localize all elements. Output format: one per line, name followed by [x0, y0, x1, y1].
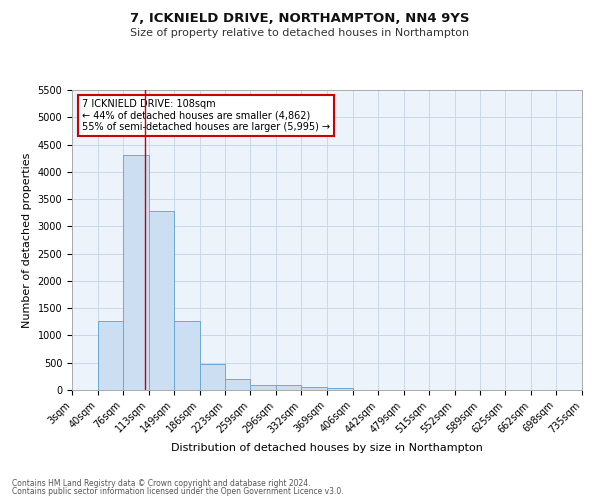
Text: 7, ICKNIELD DRIVE, NORTHAMPTON, NN4 9YS: 7, ICKNIELD DRIVE, NORTHAMPTON, NN4 9YS — [130, 12, 470, 26]
Y-axis label: Number of detached properties: Number of detached properties — [22, 152, 32, 328]
Bar — [149, 211, 174, 390]
Bar — [327, 388, 353, 390]
Text: Contains public sector information licensed under the Open Government Licence v3: Contains public sector information licen… — [12, 487, 344, 496]
Bar — [225, 380, 250, 390]
Text: Contains HM Land Registry data © Crown copyright and database right 2024.: Contains HM Land Registry data © Crown c… — [12, 478, 311, 488]
Text: Size of property relative to detached houses in Northampton: Size of property relative to detached ho… — [130, 28, 470, 38]
Bar — [98, 322, 123, 390]
Bar — [250, 384, 276, 390]
Bar — [123, 156, 149, 390]
X-axis label: Distribution of detached houses by size in Northampton: Distribution of detached houses by size … — [171, 443, 483, 453]
Bar — [301, 387, 327, 390]
Bar — [276, 386, 301, 390]
Bar — [174, 320, 199, 390]
Text: 7 ICKNIELD DRIVE: 108sqm
← 44% of detached houses are smaller (4,862)
55% of sem: 7 ICKNIELD DRIVE: 108sqm ← 44% of detach… — [82, 99, 331, 132]
Bar — [199, 364, 225, 390]
